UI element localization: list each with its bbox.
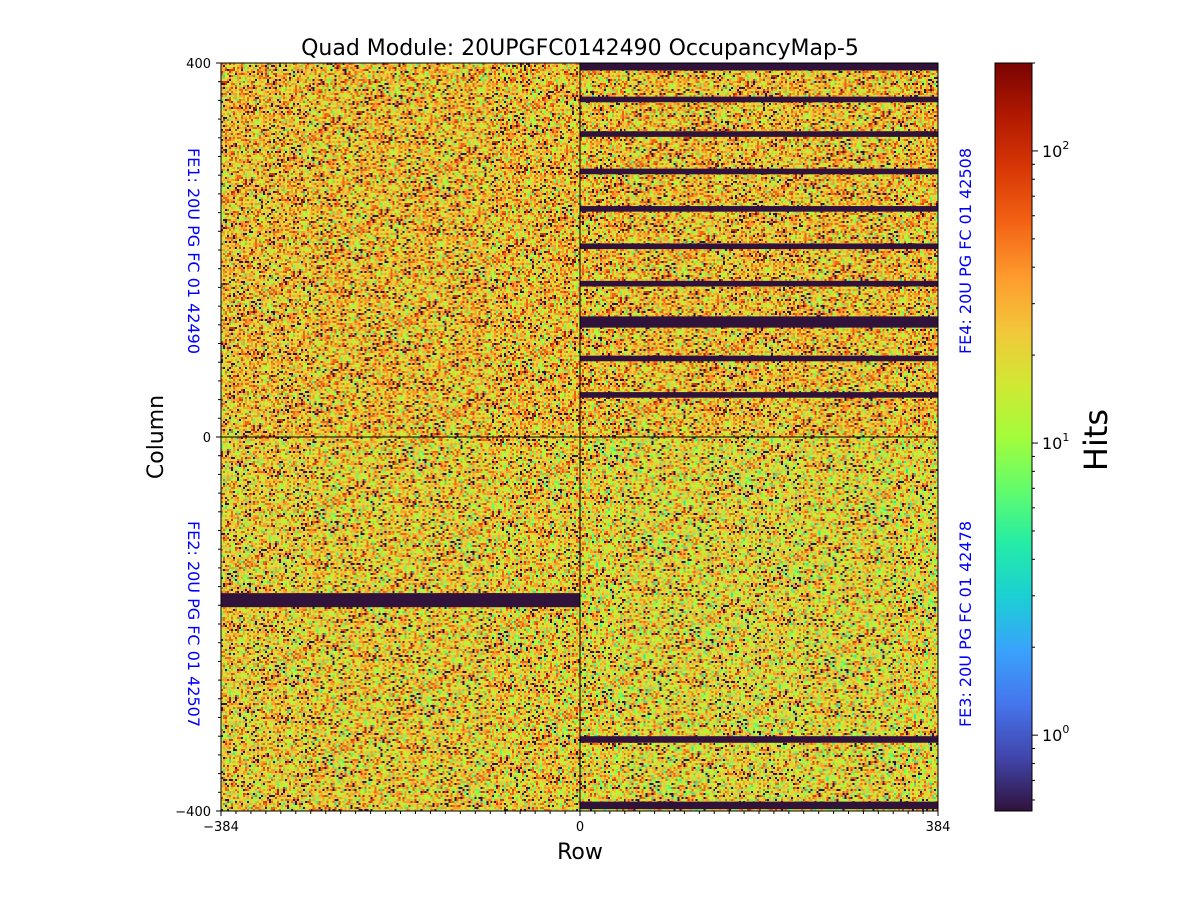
fe1-label: FE1: 20U PG FC 01 42490 [184,148,203,354]
dead-row-band [580,280,938,287]
dead-row-band [580,801,938,810]
colorbar-label: Hits [1077,409,1115,471]
colorbar-tick-label: 100 [1042,723,1069,745]
fe4-label: FE4: 20U PG FC 01 42508 [956,148,975,354]
colorbar-tick-exponent: 2 [1062,139,1069,152]
dead-row-band [580,168,938,175]
heatmap-top-right [580,63,938,437]
dead-row-band [580,243,938,250]
colorbar-tick-label: 101 [1042,431,1069,453]
y-tick-label-mid: 0 [203,431,211,446]
x-axis-label: Row [557,840,603,865]
colorbar-tick-base: 10 [1042,434,1062,453]
y-axis-label: Column [144,395,169,479]
heatmap-top-left [221,63,580,437]
colorbar-tick-base: 10 [1042,726,1062,745]
y-tick-label-top: 400 [186,57,211,72]
colorbar-tick-exponent: 1 [1062,431,1069,444]
x-tick-label-left: −384 [203,820,239,835]
x-tick-label-mid-left: 0 [576,820,584,835]
chart-title: Quad Module: 20UPGFC0142490 OccupancyMap… [301,36,859,61]
colorbar-tick-label: 102 [1042,139,1069,161]
dead-row-band [580,96,938,103]
axis-ticks [216,62,939,816]
colorbar [994,62,1033,812]
dead-row-band [580,206,938,212]
fe2-label: FE2: 20U PG FC 01 42507 [184,521,203,727]
dead-row-band [580,736,938,743]
heatmap-bottom-left [221,437,580,811]
heatmap-bottom-right [580,437,938,811]
dead-row-band [580,392,938,398]
y-tick-label-bottom: −400 [175,805,211,820]
dead-row-band [221,593,580,608]
dead-row-band [580,355,938,362]
dead-row-band [580,63,938,71]
heatmap-quadrants [221,63,938,811]
colorbar-tick-exponent: 0 [1062,723,1069,736]
x-tick-label-right: 384 [926,820,951,835]
dead-row-band [580,316,938,328]
fe3-label: FE3: 20U PG FC 01 42478 [956,521,975,727]
colorbar-tick-base: 10 [1042,142,1062,161]
dead-row-band [580,131,938,137]
